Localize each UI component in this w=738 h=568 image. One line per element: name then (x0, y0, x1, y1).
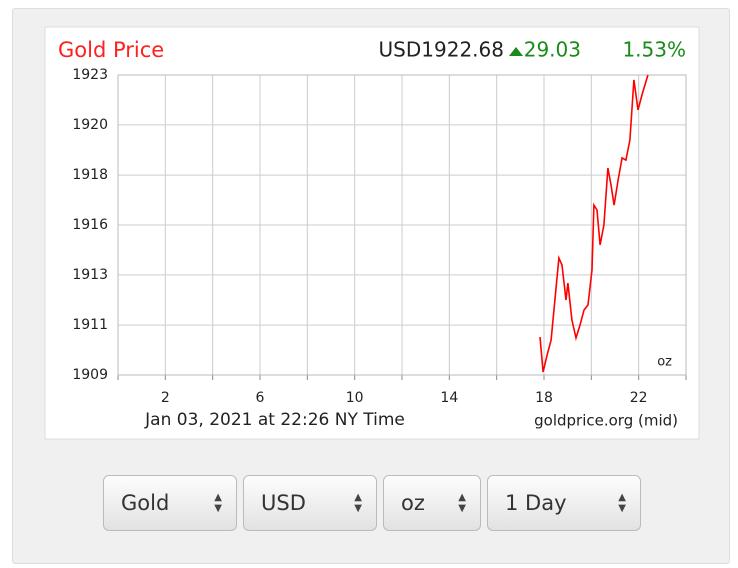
y-tick-label: 1916 (72, 217, 108, 233)
y-tick-label: 1918 (72, 167, 108, 183)
x-tick-label: 6 (256, 390, 265, 406)
select[interactable]: USD ▲ ▼ (243, 475, 377, 531)
plot-frame (117, 74, 687, 376)
select-arrows: ▲ ▼ (214, 492, 222, 514)
change: 29.03 (524, 38, 581, 62)
y-tick-label: 1913 (72, 267, 108, 283)
up-arrow (509, 47, 523, 56)
select-label: 1 Day (505, 491, 567, 515)
select[interactable]: Gold ▲ ▼ (103, 475, 237, 531)
select-arrows: ▲ ▼ (618, 492, 626, 514)
x-tick-label: 10 (346, 390, 364, 406)
unit-label: oz (657, 355, 672, 370)
select[interactable]: 1 Day ▲ ▼ (487, 475, 641, 531)
chart-box (44, 26, 700, 440)
y-tick-label: 1923 (72, 67, 108, 83)
chart-title: Gold Price (58, 38, 164, 62)
select-label: Gold (121, 491, 170, 515)
x-tick-label: 2 (161, 390, 170, 406)
x-tick-label: 14 (440, 390, 458, 406)
y-tick-label: 1920 (72, 117, 108, 133)
select-arrows: ▲ ▼ (458, 492, 466, 514)
select-label: oz (401, 491, 425, 515)
x-tick-label: 22 (630, 390, 648, 406)
select-arrows: ▲ ▼ (354, 492, 362, 514)
source: goldprice.org (mid) (534, 412, 678, 430)
y-tick-label: 1909 (72, 367, 108, 383)
price-line (539, 74, 649, 373)
timestamp: Jan 03, 2021 at 22:26 NY Time (144, 410, 405, 430)
change-pct: 1.53% (622, 38, 686, 62)
price: USD1922.68 (379, 38, 504, 62)
select[interactable]: oz ▲ ▼ (383, 475, 481, 531)
x-tick-label: 18 (535, 390, 553, 406)
select-label: USD (261, 491, 306, 515)
y-tick-label: 1911 (72, 317, 108, 333)
